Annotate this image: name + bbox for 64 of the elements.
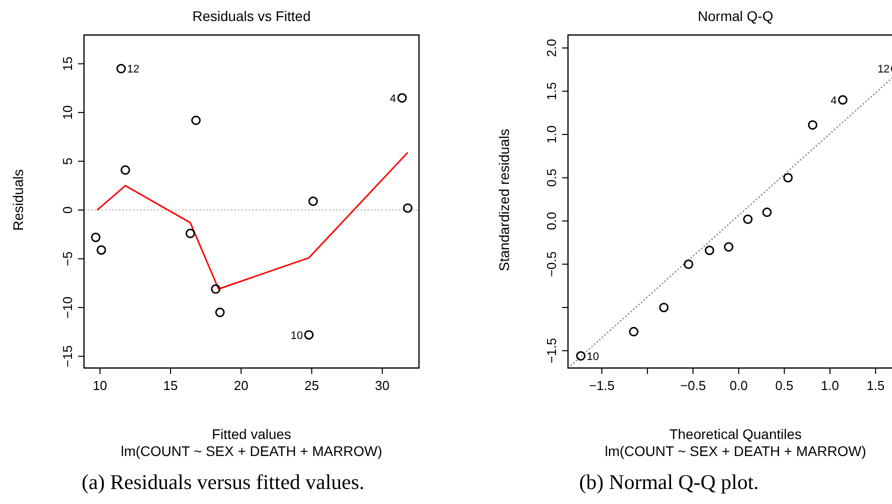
- point: [724, 242, 734, 252]
- y-tick-label: −0.5: [544, 251, 559, 278]
- y-tick-label: 2.0: [544, 38, 559, 58]
- point: [191, 116, 201, 126]
- y-tick-label: −10: [60, 296, 75, 319]
- y-tick-label: 0: [60, 206, 75, 214]
- point: [628, 326, 638, 336]
- point: [762, 208, 772, 218]
- point: [808, 120, 818, 130]
- point: [783, 172, 793, 182]
- point: [308, 196, 318, 206]
- point: [90, 232, 100, 242]
- x-axis-title: Theoretical Quantiles: [668, 426, 803, 443]
- point: [210, 284, 220, 294]
- y-axis-title: Residuals: [10, 169, 26, 231]
- x-tick-label: −0.5: [680, 378, 706, 393]
- point: [704, 246, 714, 256]
- y-tick-label: 1.0: [544, 125, 559, 144]
- x-tick-label: 10: [92, 378, 108, 393]
- point: [659, 302, 669, 312]
- point: [684, 259, 694, 269]
- x-tick-label: 0.0: [730, 378, 748, 393]
- annotation: 12: [127, 64, 140, 76]
- point: [120, 165, 130, 175]
- x-tick-label: 25: [304, 378, 319, 393]
- annotation: 12: [877, 64, 890, 76]
- x-tick-label: 0.5: [775, 378, 794, 393]
- point: [576, 351, 586, 361]
- point: [838, 95, 848, 105]
- annotation: 10: [290, 330, 303, 342]
- y-tick-label: 5: [60, 158, 75, 165]
- x-axis-title: Fitted values: [210, 426, 292, 443]
- y-tick-label: −15: [60, 345, 75, 368]
- chart-title: Residuals vs Fitted: [191, 8, 312, 24]
- annotation: 4: [830, 94, 837, 107]
- point: [186, 228, 196, 238]
- point: [215, 308, 225, 318]
- text: lm(COUNT ~ SEX + DEATH + MARROW): [120, 443, 384, 460]
- point: [402, 203, 412, 213]
- x-tick-label: 15: [163, 378, 178, 393]
- x-tick-label: 30: [375, 378, 390, 393]
- y-axis-title: Standardized residuals: [496, 128, 512, 272]
- y-tick-label: 10: [60, 105, 75, 120]
- y-tick-label: 1.5: [544, 82, 559, 100]
- y-tick-label: −1.5: [544, 338, 559, 364]
- point: [397, 93, 407, 103]
- annotation: 4: [390, 92, 396, 105]
- y-tick-label: 15: [60, 56, 75, 71]
- point: [743, 214, 753, 224]
- text: (b) Normal Q-Q plot.: [578, 470, 760, 495]
- y-tick-label: 0.5: [544, 168, 559, 187]
- x-tick-label: 1.0: [820, 378, 840, 393]
- x-tick-label: 1.5: [866, 378, 885, 393]
- annotation: 10: [586, 350, 600, 363]
- y-tick-label: 0.0: [544, 212, 559, 230]
- point: [304, 330, 314, 340]
- x-tick-label: 20: [234, 378, 248, 393]
- chart-title: Normal Q-Q: [696, 8, 774, 24]
- x-tick-label: −1.5: [588, 378, 615, 393]
- text: (a) Residuals versus fitted values.: [80, 470, 366, 495]
- point: [116, 64, 126, 74]
- text: lm(COUNT ~ SEX + DEATH + MARROW): [604, 443, 868, 460]
- y-tick-label: −5: [60, 251, 75, 266]
- point: [96, 245, 106, 255]
